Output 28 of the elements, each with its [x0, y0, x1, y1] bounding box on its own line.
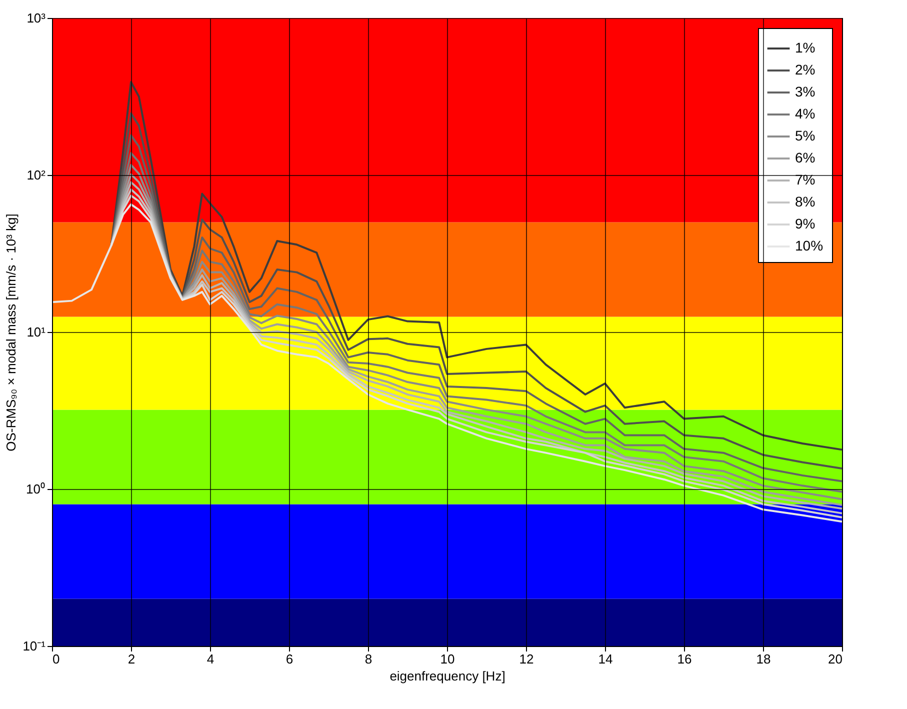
legend-label: 4%	[795, 106, 816, 122]
legend-label: 2%	[795, 62, 816, 78]
x-tick-label: 20	[828, 652, 842, 666]
legend-label: 9%	[795, 216, 816, 232]
y-tick-label: 10⁻¹	[22, 638, 46, 654]
x-tick-label: 10	[440, 652, 455, 666]
legend-label: 6%	[795, 150, 816, 166]
x-tick-label: 0	[52, 652, 60, 666]
x-axis-title: eigenfrequency [Hz]	[390, 668, 506, 684]
legend-label: 1%	[795, 40, 816, 56]
y-tick-label: 10³	[26, 10, 46, 26]
x-tick-label: 6	[286, 652, 294, 666]
legend-label: 8%	[795, 194, 816, 210]
y-tick-label: 10²	[26, 168, 46, 182]
x-tick-label: 18	[756, 652, 771, 666]
y-tick-label: 10⁰	[26, 482, 46, 496]
x-tick-label: 12	[519, 652, 534, 666]
legend-label: 3%	[795, 84, 816, 100]
x-tick-label: 14	[598, 652, 613, 666]
x-tick-label: 16	[677, 652, 692, 666]
x-tick-label: 4	[206, 652, 214, 666]
legend-label: 7%	[795, 172, 816, 188]
legend-label: 5%	[795, 128, 816, 144]
x-tick-label: 2	[128, 652, 136, 666]
y-tick-label: 10¹	[26, 324, 46, 340]
x-tick-label: 8	[364, 652, 372, 666]
y-axis-title: OS-RMS₉₀ × modal mass [mm/s · 10³ kg]	[4, 214, 19, 452]
legend-label: 10%	[795, 238, 824, 254]
